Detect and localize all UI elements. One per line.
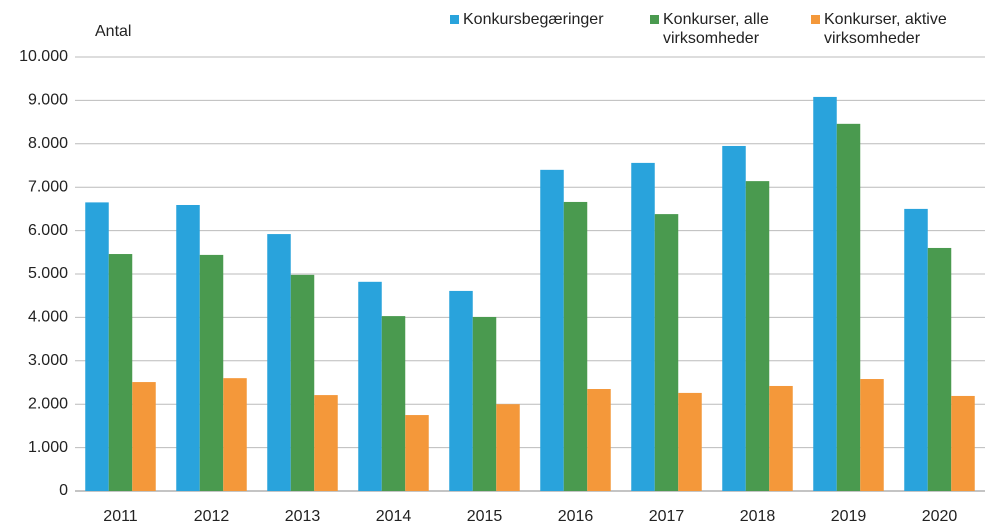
y-tick-label: 7.000 [28,178,68,195]
legend-item: Konkursbegæringer [450,10,643,29]
bar [381,316,406,491]
bar [745,181,770,491]
bar [722,145,746,491]
legend-swatch [650,15,659,24]
legend-swatch [811,15,820,24]
bar [836,123,861,491]
y-tick-label: 6.000 [28,222,68,239]
x-tick-label: 2015 [467,508,503,525]
y-tick-label: 5.000 [28,265,68,282]
bar [290,274,315,491]
x-tick-label: 2016 [558,508,594,525]
bar [358,281,382,491]
legend-label: Konkursbegæringer [463,11,604,28]
bar [587,389,611,491]
x-tick-label: 2018 [740,508,776,525]
bar [85,202,109,491]
bar [540,169,564,491]
bar [904,208,928,491]
bar [813,96,837,491]
y-tick-label: 4.000 [28,309,68,326]
bar [472,316,497,491]
bar [108,254,133,491]
y-tick-label: 0 [59,482,68,499]
x-tick-label: 2012 [194,508,230,525]
bar [314,395,338,491]
x-tick-label: 2014 [376,508,412,525]
bar [631,162,655,491]
legend-label: Konkurser, aktive virksomheder [824,11,947,47]
bar [267,234,291,491]
y-tick-label: 9.000 [28,92,68,109]
x-tick-label: 2011 [103,508,138,525]
x-tick-label: 2020 [922,508,958,525]
bar [223,378,247,491]
bar [654,214,679,491]
bar [405,415,429,491]
y-tick-label: 10.000 [19,48,68,65]
bar [769,385,793,491]
y-tick-label: 1.000 [28,439,68,456]
legend-swatch [450,15,459,24]
bar [449,290,473,491]
bar [678,392,702,491]
bar [176,204,200,491]
legend-item: Konkurser, aktive virksomheder [811,10,984,48]
y-tick-label: 3.000 [28,352,68,369]
legend-label: Konkurser, alle virksomheder [663,11,769,47]
bar [496,404,520,491]
legend-item: Konkurser, alle virksomheder [650,10,803,48]
bar [860,379,884,491]
bar [199,254,224,491]
x-tick-label: 2017 [649,508,685,525]
bar [563,201,588,491]
bar [132,382,156,491]
x-tick-label: 2013 [285,508,321,525]
y-tick-label: 8.000 [28,135,68,152]
bar [927,247,952,491]
y-tick-label: 2.000 [28,395,68,412]
x-tick-label: 2019 [831,508,867,525]
y-axis-label: Antal [95,23,131,40]
bar [951,395,975,491]
